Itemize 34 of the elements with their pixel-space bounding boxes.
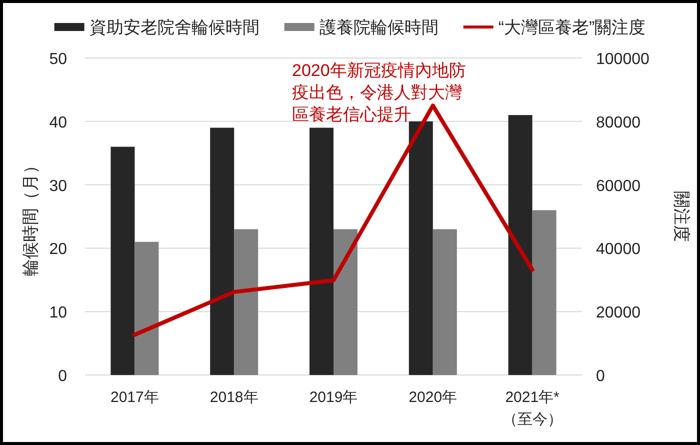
y2-tick-label: 0 — [596, 368, 605, 385]
annotation: 2020年新冠疫情內地防疫出色，令港人對大灣區養老信心提升 — [292, 61, 466, 124]
bar — [210, 128, 234, 375]
x-tick-label: 2021年* （至今） — [502, 389, 562, 428]
y2-axis-title: 關注度 — [672, 191, 691, 242]
x-tick-label: 2018年 — [210, 389, 258, 406]
y2-tick-label: 40000 — [596, 241, 641, 258]
bar — [508, 115, 532, 375]
legend-label: 護養院輪候時間 — [319, 18, 438, 37]
y-axis-title: 輪候時間（月） — [21, 157, 40, 276]
y2-tick-label: 20000 — [596, 304, 641, 322]
bar — [334, 229, 358, 375]
y-tick-label: 10 — [49, 304, 68, 322]
y-tick-label: 50 — [49, 51, 68, 68]
bar — [110, 146, 135, 375]
y-tick-label: 40 — [49, 114, 68, 132]
legend-label: 資助安老院舍輪候時間 — [89, 18, 260, 37]
bar — [310, 128, 334, 375]
legend-label: “大灣區養老”關注度 — [498, 18, 646, 37]
y-tick-label: 0 — [58, 368, 68, 385]
x-tick-label: 2017年 — [110, 389, 159, 406]
y-tick-label: 20 — [49, 241, 68, 258]
line-series — [132, 104, 534, 337]
bar — [408, 121, 433, 375]
x-tick-label: 2020年 — [408, 389, 458, 406]
bar — [532, 210, 556, 375]
y2-tick-label: 100000 — [596, 51, 650, 68]
bar — [432, 229, 457, 375]
y2-tick-label: 80000 — [596, 114, 641, 132]
y2-tick-label: 60000 — [596, 178, 641, 195]
y-tick-label: 30 — [49, 178, 68, 195]
bar — [234, 229, 258, 375]
x-tick-label: 2019年 — [309, 389, 358, 406]
bar — [134, 242, 159, 375]
